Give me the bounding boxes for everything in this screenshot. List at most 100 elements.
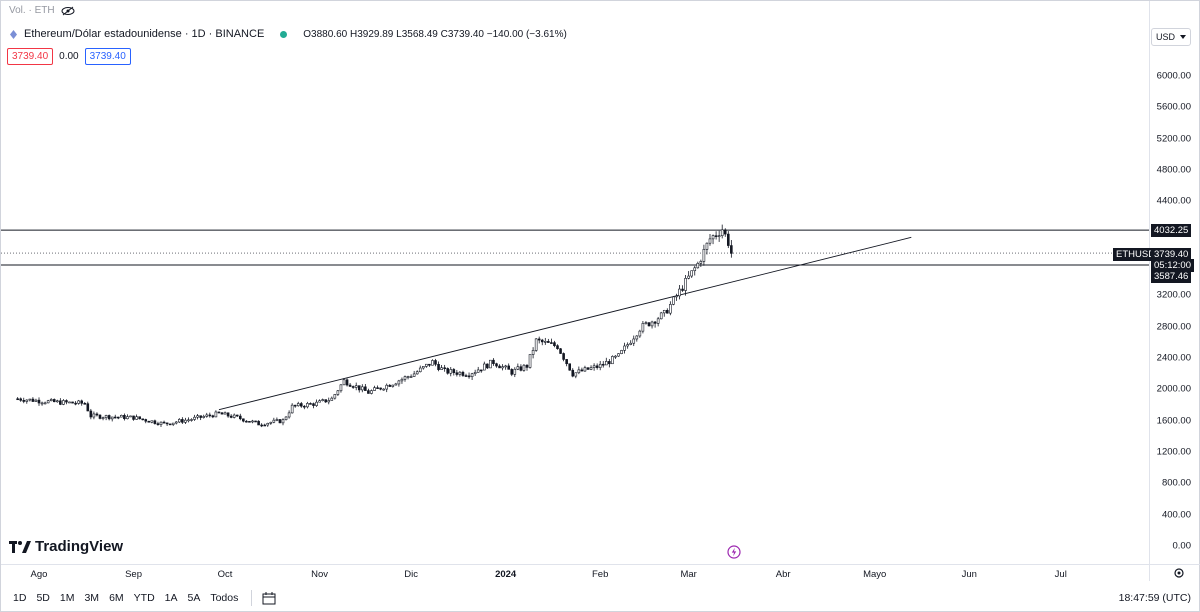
- price-axis-label: 4400.00: [1156, 195, 1191, 207]
- time-axis-label: Jul: [1054, 569, 1067, 580]
- candle-body: [287, 412, 291, 418]
- candle-body: [28, 398, 32, 401]
- candle-body: [665, 309, 669, 314]
- candle-body: [510, 369, 514, 375]
- volume-legend: Vol. · ETH: [9, 5, 75, 16]
- candle-body: [229, 415, 233, 418]
- range-button-1a[interactable]: 1A: [164, 592, 178, 604]
- candle-body: [284, 416, 288, 420]
- candle-body: [360, 386, 364, 391]
- candle-body: [43, 402, 47, 405]
- candle-body: [120, 414, 123, 418]
- candle-body: [458, 371, 462, 375]
- time-axis[interactable]: Ago Sep Oct Nov Dic 2024 Feb Mar Abr Mayo Jun Jul: [1, 565, 1149, 581]
- candle-body: [397, 380, 401, 385]
- candle-body: [577, 369, 581, 374]
- candle-body: [672, 296, 675, 305]
- candle-body: [101, 417, 105, 420]
- candle-body: [589, 367, 593, 370]
- candle-body: [409, 376, 413, 378]
- candle-body: [543, 341, 547, 343]
- candle-body: [708, 238, 712, 244]
- candle-body: [559, 348, 562, 354]
- logo-text: TradingView: [35, 538, 124, 555]
- market-open-indicator: [280, 30, 288, 38]
- candle-body: [65, 400, 68, 403]
- candle-body: [351, 386, 355, 388]
- range-button-6m[interactable]: 6M: [109, 592, 124, 604]
- tradingview-logo[interactable]: TradingView: [9, 538, 123, 555]
- candle-body: [132, 415, 135, 420]
- candle-body: [303, 405, 306, 408]
- candle-body: [110, 416, 114, 420]
- range-button-1m[interactable]: 1M: [59, 592, 75, 604]
- price-axis-label: 1600.00: [1156, 415, 1191, 427]
- price-axis-label: 6000.00: [1156, 70, 1191, 82]
- range-button-5a[interactable]: 5A: [187, 592, 201, 604]
- range-button-1d[interactable]: 1D: [13, 592, 27, 604]
- candle-body: [522, 364, 526, 371]
- candle-body: [519, 366, 523, 371]
- range-button-ytd[interactable]: YTD: [133, 592, 155, 604]
- utc-clock[interactable]: 18:47:59 (UTC): [1118, 592, 1191, 604]
- sell-price-box[interactable]: 3739.40: [7, 48, 54, 65]
- candle-body: [126, 416, 129, 420]
- candle-body: [550, 342, 553, 344]
- event-lightning-icon[interactable]: [727, 545, 741, 559]
- candle-body: [620, 350, 623, 354]
- price-axis-label: 2800.00: [1156, 321, 1191, 333]
- buy-price-box[interactable]: 3739.40: [84, 48, 131, 65]
- candle-body: [571, 369, 575, 377]
- gear-icon[interactable]: [1173, 567, 1185, 579]
- candle-body: [290, 404, 294, 414]
- symbol-title[interactable]: Ethereum/Dólar estadounidense · 1D · BIN…: [24, 28, 265, 40]
- candle-body: [629, 342, 633, 345]
- candle-body: [723, 229, 727, 235]
- price-chart[interactable]: [1, 1, 1149, 564]
- candle-body: [644, 322, 648, 324]
- price-axis[interactable]: 6000.00 5600.00 5200.00 4800.00 4400.00 3200.…: [1150, 1, 1200, 561]
- time-axis-label: Feb: [592, 569, 609, 580]
- candle-body: [556, 345, 559, 350]
- candle-body: [434, 360, 437, 365]
- currency-selector[interactable]: USD: [1151, 28, 1191, 46]
- candle-body: [92, 413, 96, 418]
- candle-body: [104, 415, 108, 419]
- eye-off-icon[interactable]: [61, 6, 75, 16]
- candle-body: [507, 365, 511, 370]
- order-price-boxes: 3739.40 0.00 3739.40: [7, 48, 131, 65]
- candle-body: [364, 386, 367, 391]
- candle-body: [614, 355, 617, 358]
- candle-body: [464, 375, 468, 377]
- range-button-5d[interactable]: 5D: [36, 592, 50, 604]
- candle-body: [659, 312, 663, 320]
- calendar-icon[interactable]: [262, 591, 276, 605]
- price-axis-label: 800.00: [1161, 477, 1191, 489]
- candle-body: [98, 414, 102, 419]
- candle-body: [431, 360, 434, 366]
- candle-body: [150, 420, 154, 423]
- symbol-tag: ETHUSD: [1113, 248, 1159, 261]
- range-button-todos[interactable]: Todos: [210, 592, 239, 604]
- candle-body: [156, 423, 160, 425]
- candle-body: [415, 371, 419, 375]
- candle-body: [553, 342, 556, 346]
- time-axis-label: Dic: [404, 569, 418, 580]
- range-button-3m[interactable]: 3M: [84, 592, 100, 604]
- candle-body: [19, 398, 23, 401]
- trendline: [218, 236, 912, 411]
- candle-body: [489, 359, 492, 369]
- candle-body: [309, 403, 312, 405]
- candle-body: [586, 367, 590, 370]
- candle-body: [687, 275, 690, 279]
- candle-body: [623, 345, 626, 351]
- candle-body: [147, 420, 151, 423]
- candle-body: [702, 249, 706, 262]
- price-axis-label: 5200.00: [1156, 133, 1191, 145]
- time-axis-divider: [1, 564, 1200, 565]
- candle-body: [449, 369, 453, 374]
- candle-body: [525, 364, 529, 368]
- price-axis-label: 4800.00: [1156, 164, 1191, 176]
- candle-body: [55, 400, 59, 403]
